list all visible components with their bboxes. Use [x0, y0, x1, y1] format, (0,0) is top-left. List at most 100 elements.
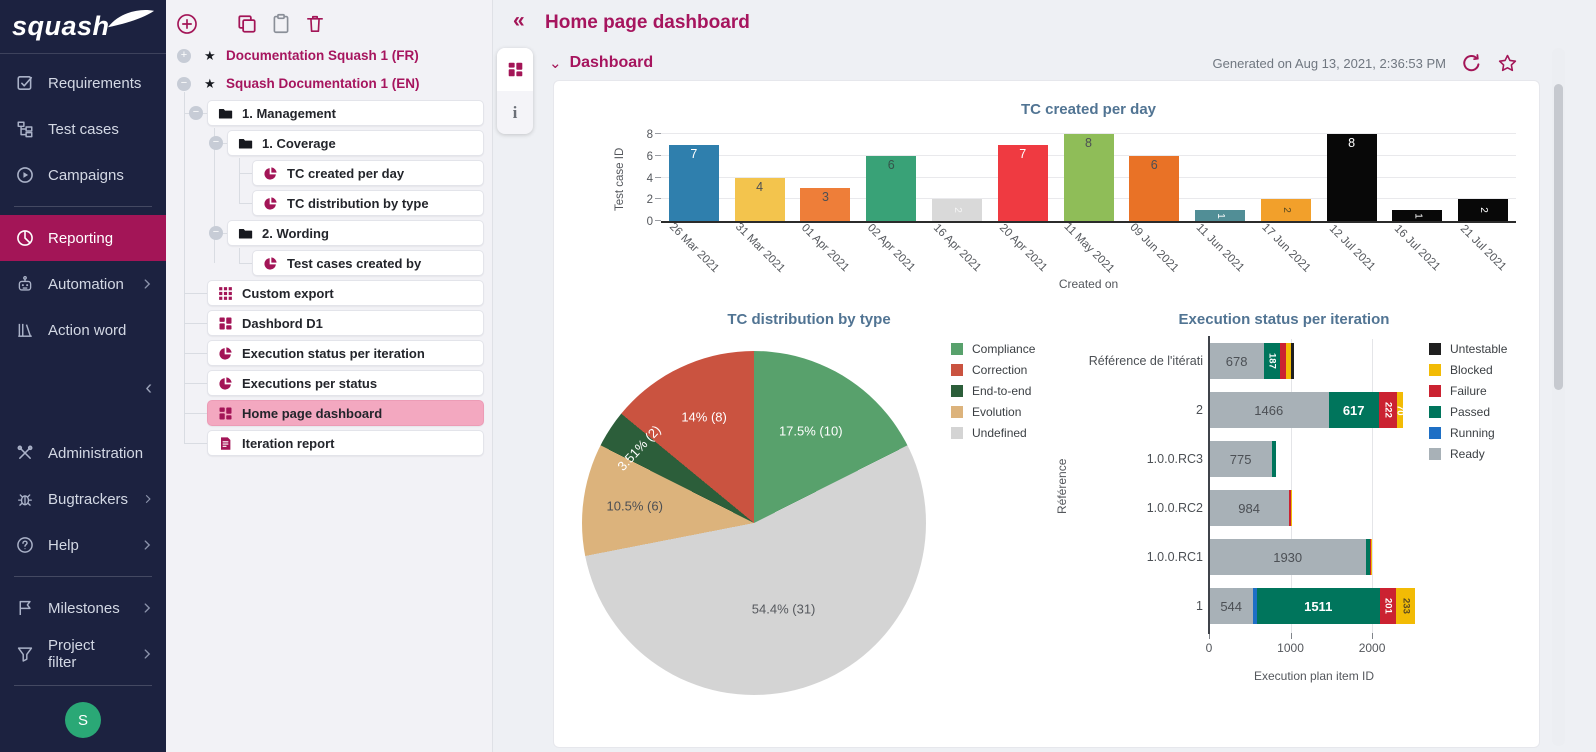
x-tick-label: 16 Apr 2021 — [930, 221, 984, 275]
sidebar-item-reporting[interactable]: Reporting — [0, 215, 166, 262]
tree-item-execution-status-per-iteration[interactable]: Execution status per iteration — [207, 340, 484, 366]
sidebar-nav-bottom: Administration Bugtrackers Help Milestones P… — [0, 424, 169, 694]
exec-bar-1: 544 1511 201 233 — [1209, 588, 1416, 624]
tree-item-test-cases-created-by[interactable]: Test cases created by — [252, 250, 484, 276]
segment-failure — [1369, 539, 1371, 575]
bar-value-label: 7 — [1019, 146, 1027, 161]
sidebar-item-requirements[interactable]: Requirements — [0, 60, 166, 106]
delete-button[interactable] — [304, 13, 326, 35]
tree-project-squash-documentation-1-en[interactable]: − ★ Squash Documentation 1 (EN) — [166, 70, 492, 98]
x-tick-mark — [1209, 633, 1210, 639]
tree-item-executions-per-status[interactable]: Executions per status — [207, 370, 484, 396]
plus-circle-icon — [176, 14, 198, 39]
tree-item-label: Test cases created by — [287, 255, 422, 271]
tree-toggle[interactable]: + — [177, 49, 191, 63]
tree-item-home-page-dashboard[interactable]: Home page dashboard — [207, 400, 484, 426]
tree-item-custom-export[interactable]: Custom export — [207, 280, 484, 306]
chevron-right-icon — [140, 647, 154, 661]
sidebar-item-milestones[interactable]: Milestones — [0, 585, 166, 631]
user-avatar[interactable]: S — [65, 702, 101, 738]
segment-failure: 222 — [1378, 392, 1397, 428]
x-tick-label: 17 Jun 2021 — [1259, 221, 1313, 275]
legend-item-compliance: Compliance — [951, 342, 1035, 356]
tab-dashboard[interactable] — [497, 48, 533, 91]
legend-item-end-to-end: End-to-end — [951, 384, 1035, 398]
sidebar: squash Requirements Test cases Campaigns Re… — [0, 0, 169, 752]
exec-category-label: 2 — [1196, 403, 1203, 417]
segment-passed: 187 — [1264, 343, 1280, 379]
x-tick-label: 11 May 2021 — [1061, 220, 1116, 276]
sidebar-collapse-button[interactable]: ‹ — [0, 353, 166, 424]
pie-slice-label-evolution: 10.5% (6) — [606, 498, 663, 514]
segment-passed: 617 — [1328, 392, 1379, 428]
paste-button[interactable] — [270, 13, 292, 35]
refresh-icon[interactable] — [1461, 53, 1482, 74]
sidebar-item-project-filter[interactable]: Project filter — [0, 631, 166, 677]
tree-toggle[interactable]: − — [209, 226, 223, 240]
tree-item-1-management[interactable]: 1. Management — [207, 100, 484, 126]
y-tick-label: 2 — [646, 194, 653, 207]
back-button[interactable]: « — [513, 9, 525, 32]
scrollbar-thumb[interactable] — [1554, 84, 1563, 390]
segment-blocked: 70 — [1395, 392, 1406, 428]
exec-category-label: 1.0.0.RC2 — [1146, 501, 1203, 515]
legend-label: Ready — [1450, 447, 1485, 461]
sidebar-item-test-cases[interactable]: Test cases — [0, 106, 166, 152]
tree-toggle[interactable]: − — [189, 106, 203, 120]
chevron-right-icon — [140, 601, 154, 615]
bar-chart-title: TC created per day — [1020, 101, 1157, 118]
tree-item-iteration-report[interactable]: Iteration report — [207, 430, 484, 456]
legend-swatch — [951, 364, 963, 376]
tree-connector — [239, 158, 240, 203]
pie-icon — [218, 376, 233, 391]
legend-label: Passed — [1450, 405, 1491, 419]
segment-value-label: 1930 — [1273, 549, 1303, 565]
legend-item-ready: Ready — [1429, 447, 1507, 461]
legend-label: Correction — [972, 363, 1028, 377]
exec-bar-1-0-0-rc2: 984 — [1209, 490, 1293, 526]
chevron-down-icon[interactable]: ⌄ — [549, 55, 562, 72]
tree-connector — [184, 293, 207, 294]
segment-ready: 678 — [1209, 343, 1265, 379]
copy-button[interactable] — [236, 13, 258, 35]
folder-icon — [238, 226, 253, 241]
bar-value-label: 6 — [1150, 157, 1158, 172]
segment-ready: 775 — [1209, 441, 1273, 477]
divider — [14, 206, 152, 208]
pie-icon — [263, 196, 278, 211]
sidebar-item-label: Reporting — [48, 229, 114, 247]
tree-toggle[interactable]: − — [177, 77, 191, 91]
x-tick-label: 20 Apr 2021 — [996, 221, 1049, 275]
tree-item-2-wording[interactable]: 2. Wording — [227, 220, 484, 246]
section-title[interactable]: Dashboard — [569, 54, 654, 71]
tree-item-label: Iteration report — [242, 435, 335, 451]
exec-chart-legend: Untestable Blocked Failure Passed Running Rea… — [1429, 342, 1507, 468]
bar-value-label: 8 — [1085, 136, 1092, 150]
pie-slice-label-undefined: 54.4% (31) — [751, 601, 816, 617]
sidebar-item-bugtrackers[interactable]: Bugtrackers — [0, 476, 166, 522]
favorite-star-icon[interactable] — [1497, 53, 1518, 74]
x-tick-mark — [1372, 633, 1374, 639]
sidebar-item-administration[interactable]: Administration — [0, 430, 169, 476]
tree-item-1-coverage[interactable]: 1. Coverage — [227, 130, 484, 156]
tree-item-tc-distribution-by-type[interactable]: TC distribution by type — [252, 190, 484, 216]
tree-node-row: − 1. Coverage — [166, 128, 492, 158]
sidebar-item-automation[interactable]: Automation — [0, 261, 166, 307]
add-button[interactable] — [176, 13, 198, 35]
sidebar-footer: S — [0, 694, 166, 752]
sidebar-item-action-word[interactable]: Action word — [0, 307, 166, 353]
tree-toggle[interactable]: − — [209, 136, 223, 150]
bar-21-jul-2021: 2 — [1458, 199, 1509, 221]
scrollbar[interactable] — [1552, 48, 1565, 746]
legend-label: Running — [1450, 426, 1495, 440]
tree-item-tc-created-per-day[interactable]: TC created per day — [252, 160, 484, 186]
sidebar-item-campaigns[interactable]: Campaigns — [0, 152, 166, 198]
tree-project-documentation-squash-1-fr[interactable]: + ★ Documentation Squash 1 (FR) — [166, 42, 492, 70]
y-tick-label: 4 — [646, 172, 653, 185]
sidebar-item-help[interactable]: Help — [0, 522, 166, 568]
tree-item-dashbord-d1[interactable]: Dashbord D1 — [207, 310, 484, 336]
tab-information[interactable]: i — [497, 91, 533, 134]
bar-value-label: 8 — [1348, 136, 1356, 150]
project-tree-panel: + ★ Documentation Squash 1 (FR) − ★ Squash Do… — [166, 0, 493, 752]
